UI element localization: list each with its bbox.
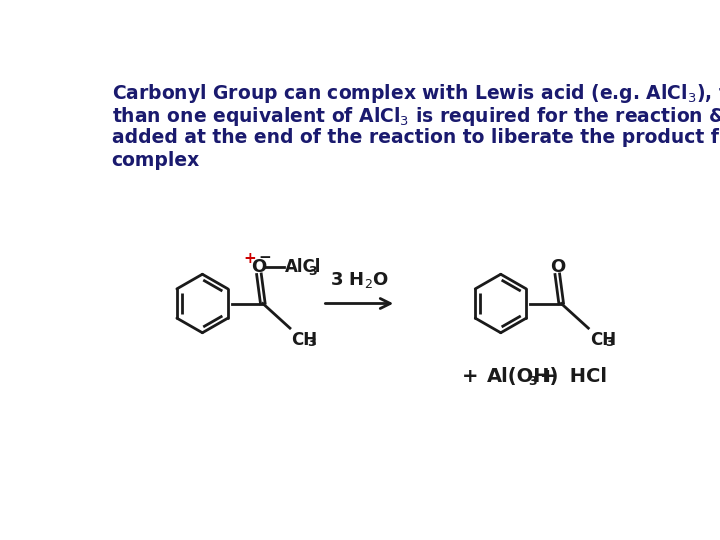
Text: complex: complex	[112, 151, 200, 170]
Text: Al(OH): Al(OH)	[487, 367, 559, 386]
Text: 3: 3	[528, 375, 536, 388]
Text: 3: 3	[606, 336, 614, 349]
Text: 3: 3	[307, 336, 315, 349]
Text: AlCl: AlCl	[285, 258, 322, 275]
Text: −: −	[258, 250, 271, 265]
Text: +: +	[243, 251, 256, 266]
Text: Carbonyl Group can complex with Lewis acid (e.g. AlCl$_3$), thus more: Carbonyl Group can complex with Lewis ac…	[112, 82, 720, 105]
Text: added at the end of the reaction to liberate the product from the: added at the end of the reaction to libe…	[112, 128, 720, 147]
Text: 3 H$_2$O: 3 H$_2$O	[330, 269, 389, 289]
Text: CH: CH	[292, 331, 318, 349]
Text: +  HCl: + HCl	[534, 367, 607, 386]
Text: O: O	[549, 258, 565, 275]
Text: +: +	[462, 367, 478, 386]
Text: O: O	[251, 258, 266, 275]
Text: CH: CH	[590, 331, 616, 349]
Text: 3: 3	[309, 265, 318, 278]
Text: than one equivalent of AlCl$_3$ is required for the reaction & water is: than one equivalent of AlCl$_3$ is requi…	[112, 105, 720, 128]
